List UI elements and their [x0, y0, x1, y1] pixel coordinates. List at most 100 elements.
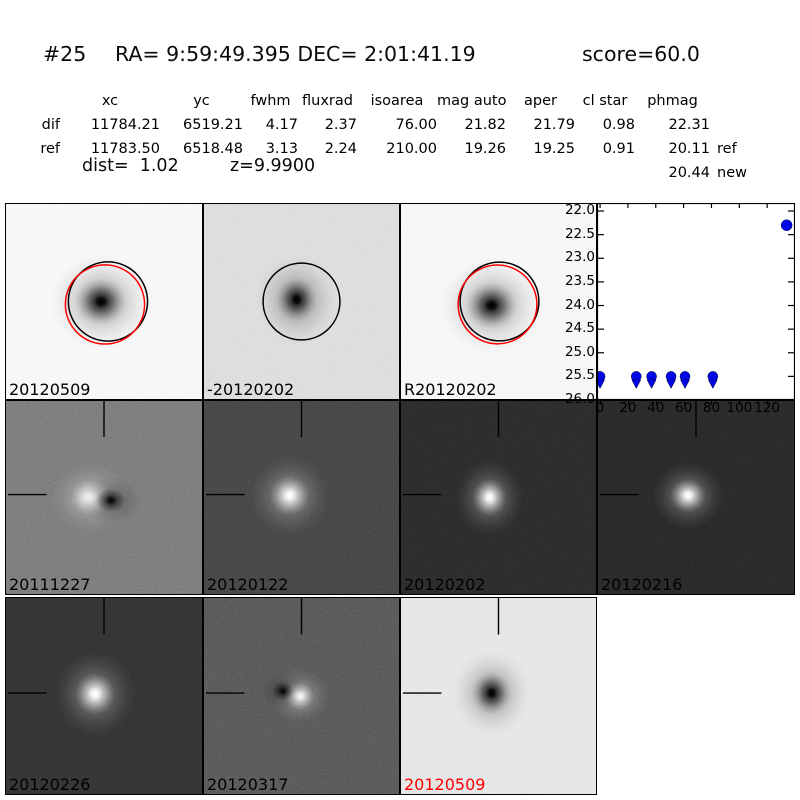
cutout-20120317: 20120317	[203, 597, 400, 795]
table-header-cell: mag auto	[437, 93, 507, 109]
source-blob-core	[281, 487, 298, 504]
table-header-cell: fwhm	[250, 93, 291, 109]
source-blob-core	[680, 488, 696, 503]
x-tick-label: 80	[702, 400, 721, 416]
table-cell: new	[717, 165, 747, 181]
cutout-date-label: R20120202	[404, 380, 497, 399]
x-tick-bottom	[627, 400, 629, 405]
table-cell: 21.79	[533, 117, 575, 133]
upper-limit-marker	[646, 371, 657, 389]
source-blob-core	[86, 685, 104, 703]
table-header-cell: xc	[101, 93, 119, 109]
cutout-date-label: 20120216	[601, 575, 682, 594]
redshift-value: z=9.9900	[230, 156, 316, 176]
x-tick-label: 60	[675, 400, 693, 416]
source-blob-core	[483, 683, 500, 703]
table-cell: 20.44	[668, 165, 710, 181]
x-tick-label: 100	[726, 400, 753, 416]
photometry-table: xc yc fwhm fluxrad isoarea mag auto aper cl sta…	[0, 89, 760, 185]
table-cell: ref	[717, 141, 737, 157]
table-row: dif 11784.21 6519.21 4.17 2.37 76.00 21.82 21.7…	[0, 113, 760, 137]
cutout-date-label: 20120122	[207, 575, 288, 594]
cutout-20120202: 20120202	[400, 400, 597, 595]
table-header-row: xc yc fwhm fluxrad isoarea mag auto aper cl sta…	[0, 89, 760, 113]
cutout-20111227: 20111227	[5, 400, 203, 595]
table-cell: 4.17	[265, 117, 298, 133]
cutout-border	[5, 597, 203, 795]
table-row: 20.44 new	[0, 161, 760, 185]
cutout-date-label: -20120202	[207, 380, 294, 399]
table-cell: 22.31	[668, 117, 710, 133]
lightcurve-canvas	[597, 203, 795, 400]
upper-limit-marker	[665, 371, 677, 389]
x-tick-label: 0	[595, 400, 605, 416]
upper-limit-marker	[707, 371, 719, 389]
candidate-coordinates: RA= 9:59:49.395 DEC= 2:01:41.19	[115, 42, 476, 66]
x-tick-bottom	[739, 400, 741, 405]
table-cell: 0.98	[602, 117, 635, 133]
dist-value: dist= 1.02	[82, 156, 179, 176]
cutout-date-label: 20120509	[404, 775, 485, 794]
source-blob-core	[104, 495, 118, 506]
source-blob-core	[480, 295, 503, 316]
table-cell: 6519.21	[183, 117, 243, 133]
lightcurve-plot	[597, 203, 795, 400]
aperture-circle-black	[459, 261, 540, 342]
x-tick-label: 120	[754, 400, 781, 416]
cutout-image: 20120202	[400, 400, 597, 595]
x-tick-bottom	[683, 400, 685, 405]
table-row: ref 11783.50 6518.48 3.13 2.24 210.00 19.26 19.…	[0, 137, 760, 161]
table-cell: 0.91	[602, 141, 635, 157]
cutout-border	[5, 203, 203, 400]
table-cell: 210.00	[386, 141, 437, 157]
table-cell: 6518.48	[183, 141, 243, 157]
y-tick-label: 24.5	[564, 320, 595, 337]
cutout-date-label: 20120317	[207, 775, 288, 794]
cutout-image: 20120122	[203, 400, 400, 595]
table-cell: 11783.50	[90, 141, 160, 157]
x-tick-bottom	[767, 400, 769, 405]
source-blob-core	[90, 291, 112, 312]
table-header-cell: isoarea	[370, 93, 424, 109]
candidate-id: #25	[43, 42, 87, 66]
cutout--20120202: -20120202	[203, 203, 400, 400]
aperture-circle-black	[67, 261, 149, 342]
table-header-cell: fluxrad	[302, 93, 353, 109]
y-tick-label: 24.0	[564, 296, 595, 313]
table-cell: 11784.21	[90, 117, 160, 133]
x-tick-label: 40	[647, 400, 665, 416]
x-tick-bottom	[711, 400, 713, 405]
upper-limit-marker	[597, 371, 606, 389]
y-tick-label: 22.5	[564, 225, 595, 242]
y-tick-label: 25.0	[564, 343, 595, 360]
cutout-date-label: 20111227	[9, 575, 90, 594]
table-cell: 21.82	[464, 117, 506, 133]
x-tick-bottom	[655, 400, 657, 405]
cutout-image: 20111227	[5, 400, 203, 595]
cutout-20120122: 20120122	[203, 400, 400, 595]
cutout-20120216: 20120216	[597, 400, 795, 595]
table-header-cell: aper	[524, 93, 557, 109]
y-tick-label: 22.0	[564, 202, 595, 219]
y-tick-label: 23.5	[564, 272, 595, 289]
y-tick-label: 25.5	[564, 367, 595, 384]
cutout-border	[400, 203, 597, 400]
cutout-image: 20120226	[5, 597, 203, 795]
cutout-image: R20120202	[400, 203, 597, 400]
cutout-border	[203, 597, 400, 795]
source-blob-core	[278, 686, 288, 696]
cutout-date-label: 20120202	[404, 575, 485, 594]
table-cell: dif	[41, 117, 60, 133]
aperture-circle-red	[64, 264, 146, 345]
cutout-border	[400, 400, 597, 595]
cutout-image: -20120202	[203, 203, 400, 400]
table-cell: 2.24	[324, 141, 357, 157]
aperture-circle-red	[457, 264, 538, 345]
upper-limit-marker	[679, 371, 691, 389]
x-tick-label: 20	[619, 400, 637, 416]
cutout-image: 20120509	[5, 203, 203, 400]
cutout-date-label: 20120226	[9, 775, 90, 794]
aperture-circle-black	[262, 262, 341, 341]
photometry-point	[780, 219, 793, 231]
